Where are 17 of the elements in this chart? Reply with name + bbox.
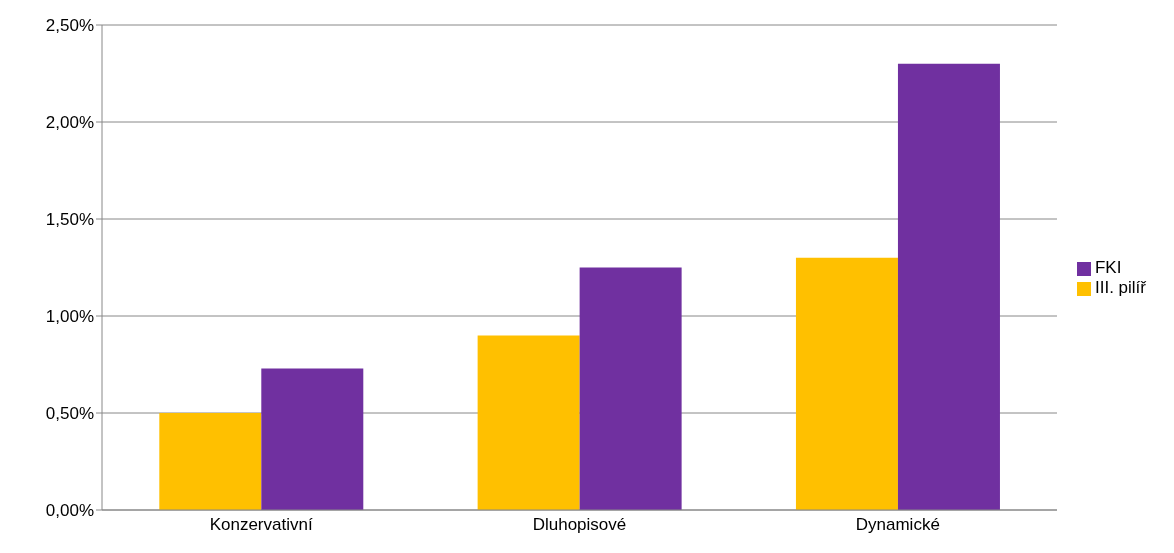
y-tick-label: 1,00% — [45, 307, 94, 327]
bar — [795, 257, 898, 510]
y-tick-label: 0,50% — [45, 404, 94, 424]
bar — [261, 368, 364, 510]
bar — [579, 267, 682, 510]
bar — [477, 335, 580, 510]
y-tick-label: 2,00% — [45, 113, 94, 133]
bar — [159, 413, 262, 510]
legend-label: III. pilíř — [1094, 278, 1146, 297]
bar — [897, 63, 1000, 510]
legend-label: FKI — [1094, 258, 1122, 277]
x-tick-label: Dynamické — [855, 515, 940, 535]
y-tick-label: 2,50% — [45, 16, 94, 36]
y-tick-label: 0,00% — [45, 501, 94, 521]
x-tick-label: Dluhopisové — [532, 515, 627, 535]
y-tick-label: 1,50% — [45, 210, 94, 230]
x-tick-label: Konzervativní — [209, 515, 313, 535]
